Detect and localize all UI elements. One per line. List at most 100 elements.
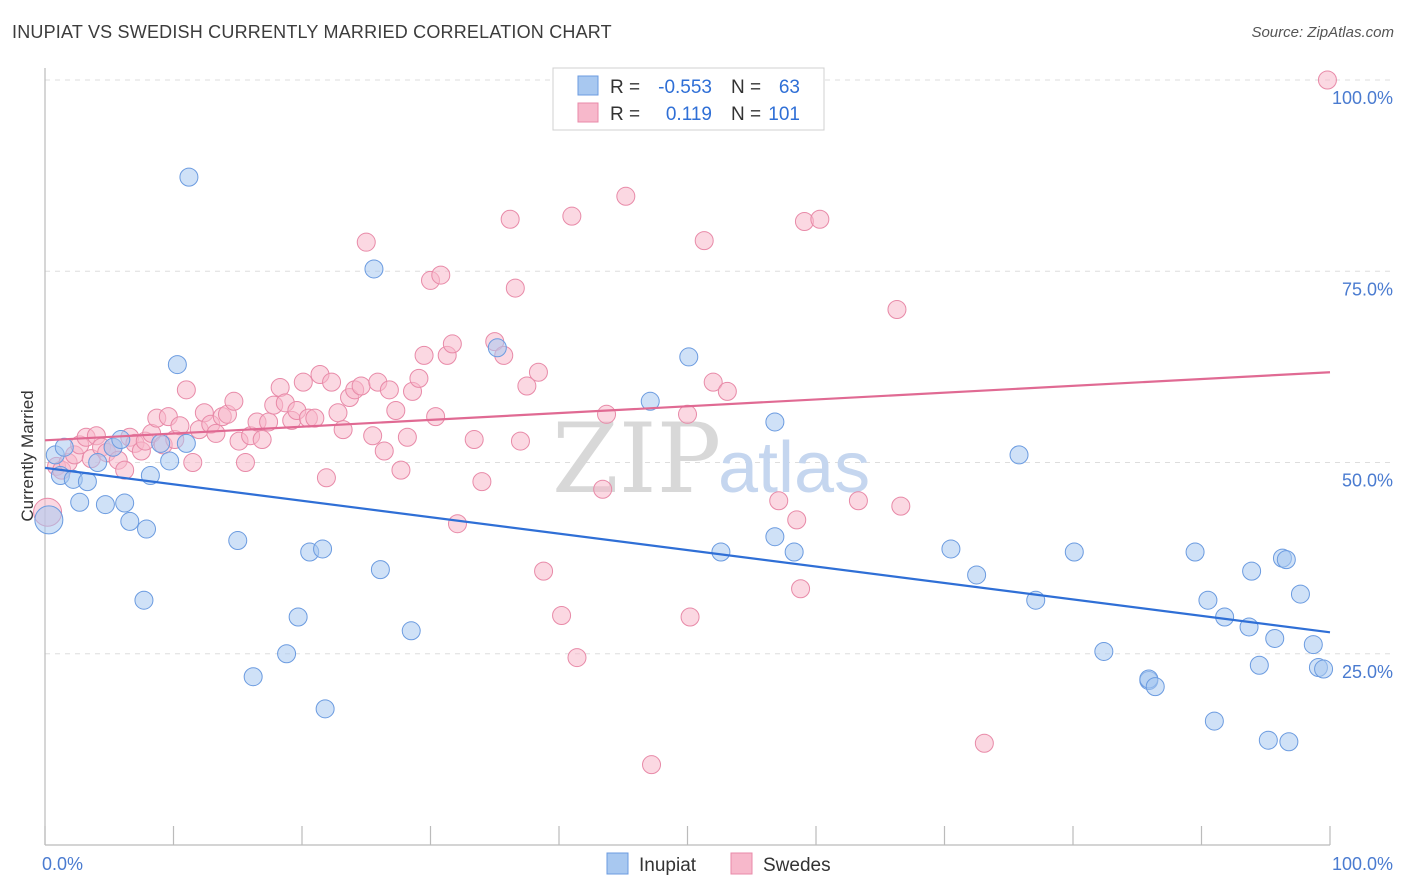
swedes-point-71 [447, 514, 467, 534]
inupiat-point-53 [1249, 655, 1269, 675]
swedes-point-78 [510, 431, 530, 451]
swedes-point-102 [974, 733, 994, 753]
inupiat-point-14 [137, 519, 157, 539]
swedes-point-80 [528, 362, 548, 382]
swedes-point-68 [431, 265, 451, 285]
inupiat-point-11 [115, 493, 135, 513]
swedes-point-96 [787, 510, 807, 530]
inupiat-point-19 [176, 433, 196, 453]
swedes-point-76 [500, 209, 520, 229]
y-tick-label-25: 25.0% [1342, 662, 1393, 682]
inupiat-point-46 [1145, 677, 1165, 697]
inupiat-point-13 [134, 590, 154, 610]
inupiat-point-48 [1198, 590, 1218, 610]
swedes-point-72 [464, 430, 484, 450]
swedes-point-81 [534, 561, 554, 581]
swedes-point-59 [379, 380, 399, 400]
swedes-point-93 [717, 381, 737, 401]
inupiat-point-42 [1064, 542, 1084, 562]
chart-title: INUPIAT VS SWEDISH CURRENTLY MARRIED COR… [12, 22, 612, 42]
inupiat-point-62 [1314, 659, 1334, 679]
y-tick-label-50: 50.0% [1342, 471, 1393, 491]
bottom-legend-label-inupiat: Inupiat [639, 855, 697, 876]
swedes-point-25 [183, 453, 203, 472]
swedes-point-73 [472, 472, 492, 492]
swedes-point-87 [616, 186, 636, 206]
inupiat-point-33 [679, 347, 699, 367]
legend-swatch-swedes [577, 102, 599, 123]
inupiat-points [34, 167, 1334, 752]
inupiat-point-21 [228, 531, 248, 551]
inupiat-point-34 [711, 542, 731, 562]
inupiat-point-36 [765, 412, 785, 432]
watermark: ZIP atlas [552, 403, 870, 515]
y-tick-label-100: 100.0% [1332, 88, 1393, 108]
swedes-point-92 [703, 372, 723, 392]
legend-n-value-swedes: 101 [768, 104, 800, 125]
swedes-point-83 [562, 206, 582, 226]
inupiat-point-17 [160, 451, 180, 471]
inupiat-point-12 [120, 511, 140, 531]
swedes-trend-line [44, 371, 1331, 442]
correlation-legend: R = -0.553 N = 63 R = 0.119 N = 101 [552, 67, 825, 131]
swedes-point-61 [391, 460, 411, 480]
swedes-point-24 [176, 380, 196, 400]
swedes-point-34 [235, 453, 255, 472]
swedes-point-54 [351, 376, 371, 396]
swedes-point-56 [363, 426, 383, 446]
swedes-point-84 [567, 648, 587, 668]
inupiat-point-22 [243, 667, 263, 687]
inupiat-point-18 [167, 355, 187, 375]
inupiat-point-58 [1279, 732, 1299, 752]
inupiat-point-32 [640, 391, 660, 411]
inupiat-point-28 [364, 259, 384, 279]
swedes-point-62 [397, 427, 417, 447]
swedes-point-46 [305, 408, 325, 428]
inupiat-point-52 [1242, 561, 1262, 581]
inupiat-point-29 [370, 560, 390, 580]
swedes-point-37 [252, 430, 272, 450]
swedes-point-85 [593, 479, 613, 499]
inupiat-point-47 [1185, 542, 1205, 562]
inupiat-point-43 [1094, 641, 1114, 661]
swedes-point-98 [810, 209, 830, 229]
inupiat-point-0 [34, 505, 64, 535]
swedes-points [33, 70, 1337, 775]
legend-swatch-inupiat [577, 75, 599, 96]
series-legend: Inupiat Swedes [606, 852, 831, 876]
inupiat-point-38 [941, 539, 961, 559]
x-tick-label-max: 100.0% [1332, 854, 1393, 874]
swedes-point-49 [322, 372, 342, 392]
y-axis-title: Currently Married [18, 390, 37, 521]
x-tick-label-min: 0.0% [42, 854, 83, 874]
inupiat-point-57 [1276, 550, 1296, 570]
legend-n-label-inupiat: N = [731, 77, 761, 98]
inupiat-point-60 [1303, 635, 1323, 655]
swedes-point-101 [891, 496, 911, 516]
swedes-point-65 [414, 345, 434, 365]
swedes-point-60 [386, 400, 406, 420]
inupiat-point-20 [179, 167, 199, 187]
swedes-point-67 [426, 407, 446, 427]
bottom-legend-swatch-swedes [730, 852, 753, 875]
inupiat-point-30 [401, 621, 421, 641]
inupiat-point-24 [288, 607, 308, 627]
legend-r-value-inupiat: -0.553 [658, 77, 712, 98]
inupiat-point-31 [487, 338, 507, 358]
swedes-point-95 [791, 579, 811, 599]
inupiat-point-59 [1290, 584, 1310, 604]
swedes-point-44 [293, 372, 313, 392]
swedes-point-29 [206, 423, 226, 443]
inupiat-point-35 [765, 527, 785, 547]
legend-r-label-inupiat: R = [610, 77, 640, 98]
swedes-point-90 [680, 607, 700, 627]
inupiat-point-55 [1265, 628, 1285, 648]
inupiat-trend-line [44, 466, 1331, 634]
swedes-point-94 [769, 491, 789, 511]
inupiat-point-3 [54, 437, 74, 457]
inupiat-point-27 [315, 699, 335, 719]
legend-n-value-inupiat: 63 [779, 77, 800, 98]
swedes-point-50 [328, 403, 348, 423]
legend-r-label-swedes: R = [610, 104, 640, 125]
